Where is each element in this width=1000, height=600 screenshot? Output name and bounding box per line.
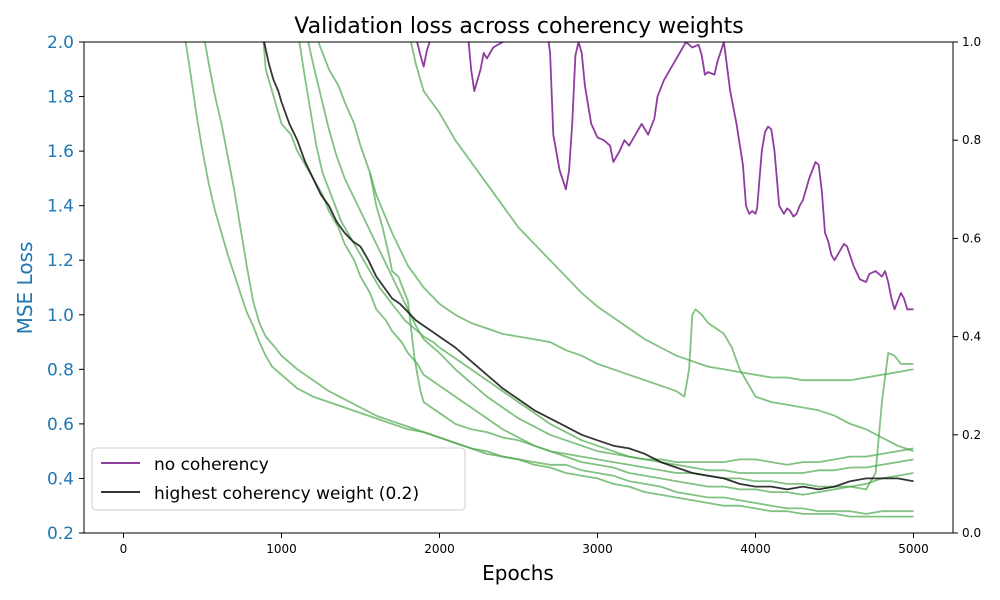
series-line-9 (263, 42, 914, 491)
series-line-3 (262, 42, 914, 496)
series-line-4 (298, 42, 914, 474)
y2-tick-label: 0.4 (962, 330, 981, 344)
y2-tick-label: 1.0 (962, 35, 981, 49)
y-tick-label: 0.8 (47, 360, 74, 380)
y2-tick-label: 0.2 (962, 428, 981, 442)
y-tick-label: 1.8 (47, 88, 74, 108)
x-tick-label: 0 (120, 542, 128, 556)
x-tick-label: 5000 (898, 542, 929, 556)
plot-frame (83, 41, 954, 534)
legend: no coherency highest coherency weight (0… (91, 447, 466, 511)
series-line-1 (184, 42, 914, 518)
x-tick-label: 2000 (424, 542, 455, 556)
x-tick-label: 4000 (740, 542, 771, 556)
chart-title: Validation loss across coherency weights (294, 14, 743, 39)
y-tick-label: 1.4 (47, 197, 74, 217)
plot-area (184, 42, 914, 518)
series-line-8 (369, 172, 914, 491)
y-tick-label: 1.6 (47, 142, 74, 162)
series-line-0 (416, 42, 914, 311)
series-line-7 (410, 42, 914, 382)
y-tick-label: 1.0 (47, 306, 74, 326)
y-tick-label: 0.6 (47, 415, 74, 435)
series-line-6 (317, 42, 914, 453)
y-tick-label: 1.2 (47, 251, 74, 271)
x-axis-label: Epochs (482, 561, 554, 585)
y-tick-label: 2.0 (47, 33, 74, 53)
axes: 0 1000 2000 3000 4000 5000 0.2 0.4 0.6 0.8 1.0 1.2 1… (47, 33, 981, 556)
series-line-5 (307, 42, 914, 466)
y2-tick-label: 0.8 (962, 133, 981, 147)
y2-tick-label: 0.6 (962, 231, 981, 245)
y-axis-label: MSE Loss (13, 242, 37, 335)
y-tick-label: 0.2 (47, 524, 74, 544)
legend-label-highest-coherency: highest coherency weight (0.2) (154, 484, 419, 504)
series-line-2 (204, 42, 914, 515)
legend-label-no-coherency: no coherency (154, 455, 269, 475)
x-tick-label: 1000 (266, 542, 297, 556)
legend-box (91, 447, 466, 511)
x-tick-label: 3000 (582, 542, 613, 556)
y-tick-label: 0.4 (47, 469, 74, 489)
y2-tick-label: 0.0 (962, 526, 981, 540)
